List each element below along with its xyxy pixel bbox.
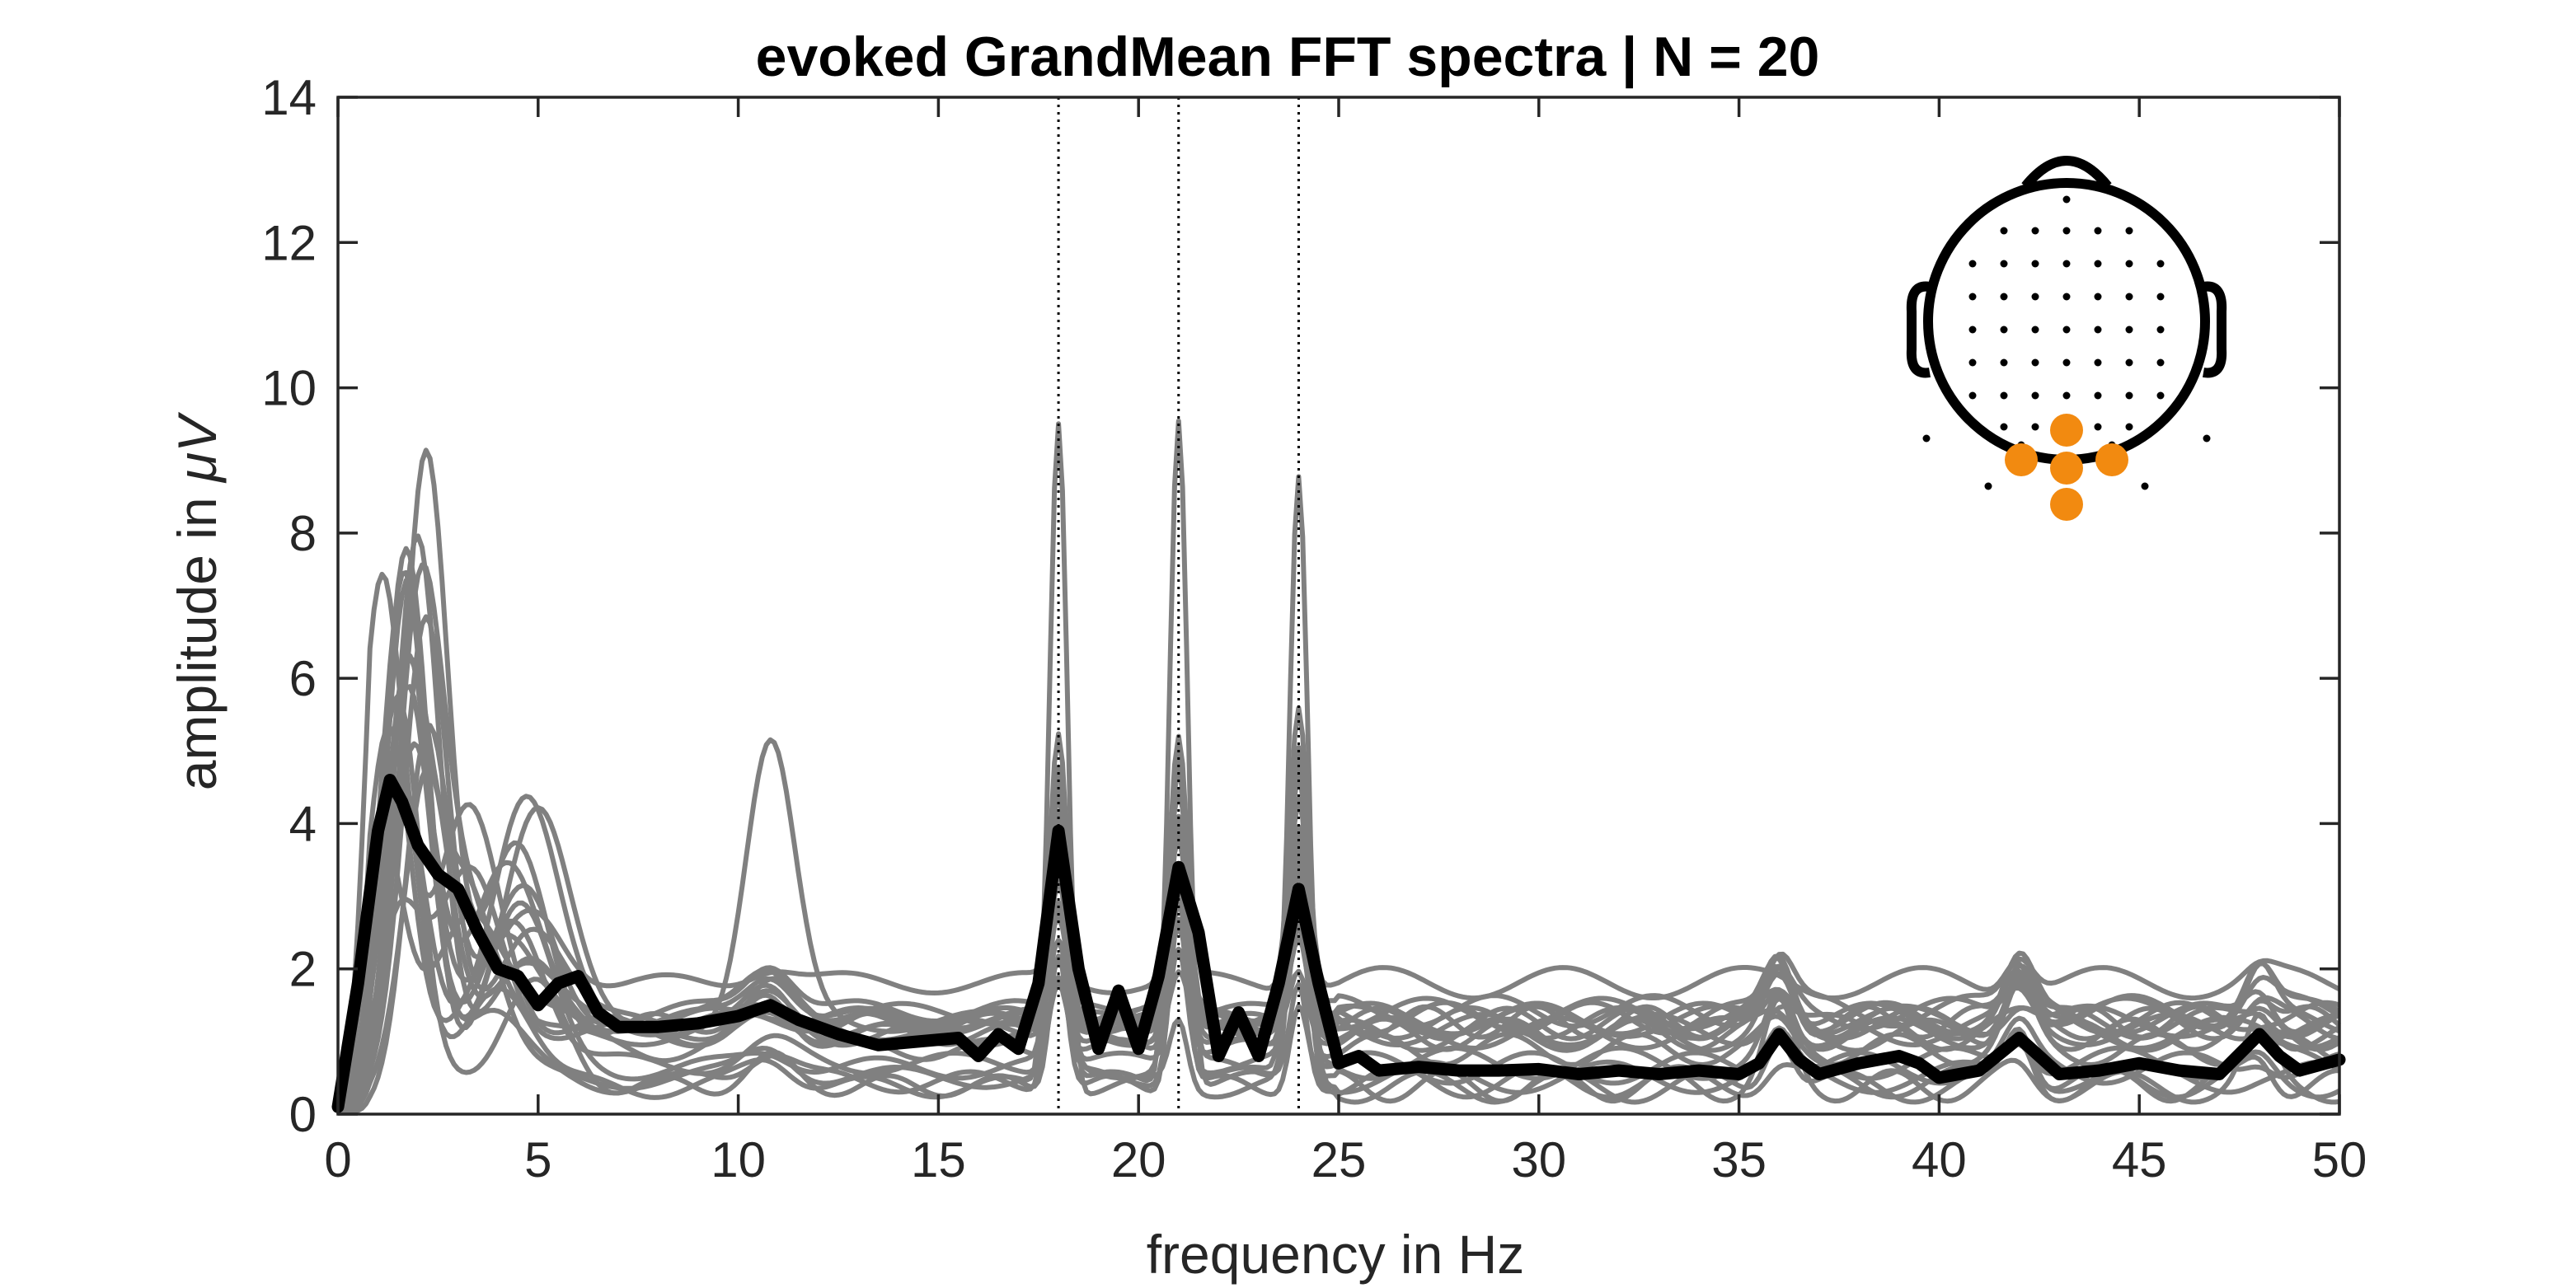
- electrode-dot: [2156, 326, 2165, 334]
- head-nose-icon: [2021, 156, 2112, 190]
- electrode-dot: [1922, 434, 1931, 443]
- y-axis-label-prefix: amplitude in: [167, 482, 228, 790]
- electrode-head-inset: [1906, 156, 2227, 521]
- electrode-dot: [2094, 391, 2102, 400]
- chart-title: evoked GrandMean FFT spectra | N = 20: [756, 26, 1820, 89]
- electrode-dot: [2141, 482, 2149, 490]
- electrode-dot: [2000, 326, 2008, 334]
- y-tick-label: 8: [289, 506, 317, 561]
- electrode-dot: [1968, 326, 1977, 334]
- y-axis-label: amplitude in μV: [167, 411, 228, 790]
- subject-spectrum-line: [338, 569, 2341, 1113]
- electrode-dot: [2062, 260, 2071, 268]
- electrode-dot: [2031, 358, 2039, 367]
- head-right-ear-icon: [2203, 281, 2227, 378]
- electrode-dot: [2094, 260, 2102, 268]
- y-tick-label: 14: [261, 70, 317, 125]
- y-axis-label-unit: μV: [167, 411, 228, 484]
- highlighted-electrode: [2050, 452, 2083, 485]
- electrode-dot: [2125, 260, 2133, 268]
- electrode-dot: [2031, 293, 2039, 301]
- electrode-dot: [2156, 391, 2165, 400]
- x-axis-label: frequency in Hz: [1147, 1224, 1525, 1285]
- electrode-dot: [2031, 326, 2039, 334]
- electrode-dot: [2125, 358, 2133, 367]
- electrode-dot: [1984, 482, 1992, 490]
- x-tick-label: 35: [1711, 1132, 1767, 1187]
- electrode-dot: [2000, 293, 2008, 301]
- electrode-dot: [2125, 293, 2133, 301]
- x-tick-label: 30: [1511, 1132, 1566, 1187]
- x-tick-label: 45: [2112, 1132, 2167, 1187]
- electrode-dot: [2125, 326, 2133, 334]
- y-tick-label: 0: [289, 1087, 317, 1142]
- electrode-dot: [1968, 293, 1977, 301]
- electrode-dot: [2000, 423, 2008, 431]
- electrode-dot: [2031, 391, 2039, 400]
- electrode-dot: [2094, 326, 2102, 334]
- electrode-dot: [2094, 423, 2102, 431]
- electrode-dot: [2000, 391, 2008, 400]
- electrode-dot: [2031, 260, 2039, 268]
- electrode-dot: [2156, 293, 2165, 301]
- highlighted-electrode: [2005, 443, 2038, 476]
- head-left-ear-icon: [1906, 281, 1931, 378]
- electrode-dot: [1968, 358, 1977, 367]
- electrode-dot: [2062, 227, 2071, 235]
- x-tick-label: 20: [1111, 1132, 1166, 1187]
- x-tick-label: 25: [1311, 1132, 1367, 1187]
- x-tick-label: 0: [324, 1132, 351, 1187]
- electrode-dot: [2062, 358, 2071, 367]
- highlighted-electrode: [2050, 488, 2083, 521]
- x-tick-label: 50: [2312, 1132, 2367, 1187]
- x-tick-label: 40: [1912, 1132, 1967, 1187]
- x-tick-label: 10: [711, 1132, 766, 1187]
- electrode-dot: [1968, 391, 1977, 400]
- electrode-dot: [2125, 423, 2133, 431]
- electrode-dot: [2203, 434, 2211, 443]
- electrode-dot: [2094, 227, 2102, 235]
- electrode-dot: [2062, 391, 2071, 400]
- y-tick-label: 10: [261, 361, 317, 416]
- electrode-dot: [1968, 260, 1977, 268]
- electrode-dot: [2000, 358, 2008, 367]
- y-tick-label: 4: [289, 796, 317, 851]
- grand-mean-spectrum-line: [331, 774, 2346, 1113]
- electrode-dot: [2062, 195, 2071, 204]
- x-tick-label: 5: [524, 1132, 551, 1187]
- electrode-dot: [2094, 293, 2102, 301]
- highlighted-electrode: [2095, 443, 2128, 476]
- electrode-dot: [2156, 358, 2165, 367]
- y-tick-label: 2: [289, 942, 317, 997]
- electrode-dot: [2031, 227, 2039, 235]
- electrode-dot: [2000, 227, 2008, 235]
- electrode-dot: [2156, 260, 2165, 268]
- electrode-dot: [2062, 293, 2071, 301]
- electrode-dot: [2031, 423, 2039, 431]
- y-tick-label: 6: [289, 651, 317, 706]
- highlighted-electrode: [2050, 414, 2083, 447]
- electrode-dot: [2125, 227, 2133, 235]
- x-tick-label: 15: [911, 1132, 966, 1187]
- electrode-dot: [2094, 358, 2102, 367]
- electrode-dot: [2125, 391, 2133, 400]
- electrode-dot: [2000, 260, 2008, 268]
- electrode-dot: [2062, 326, 2071, 334]
- y-tick-label: 12: [261, 215, 317, 270]
